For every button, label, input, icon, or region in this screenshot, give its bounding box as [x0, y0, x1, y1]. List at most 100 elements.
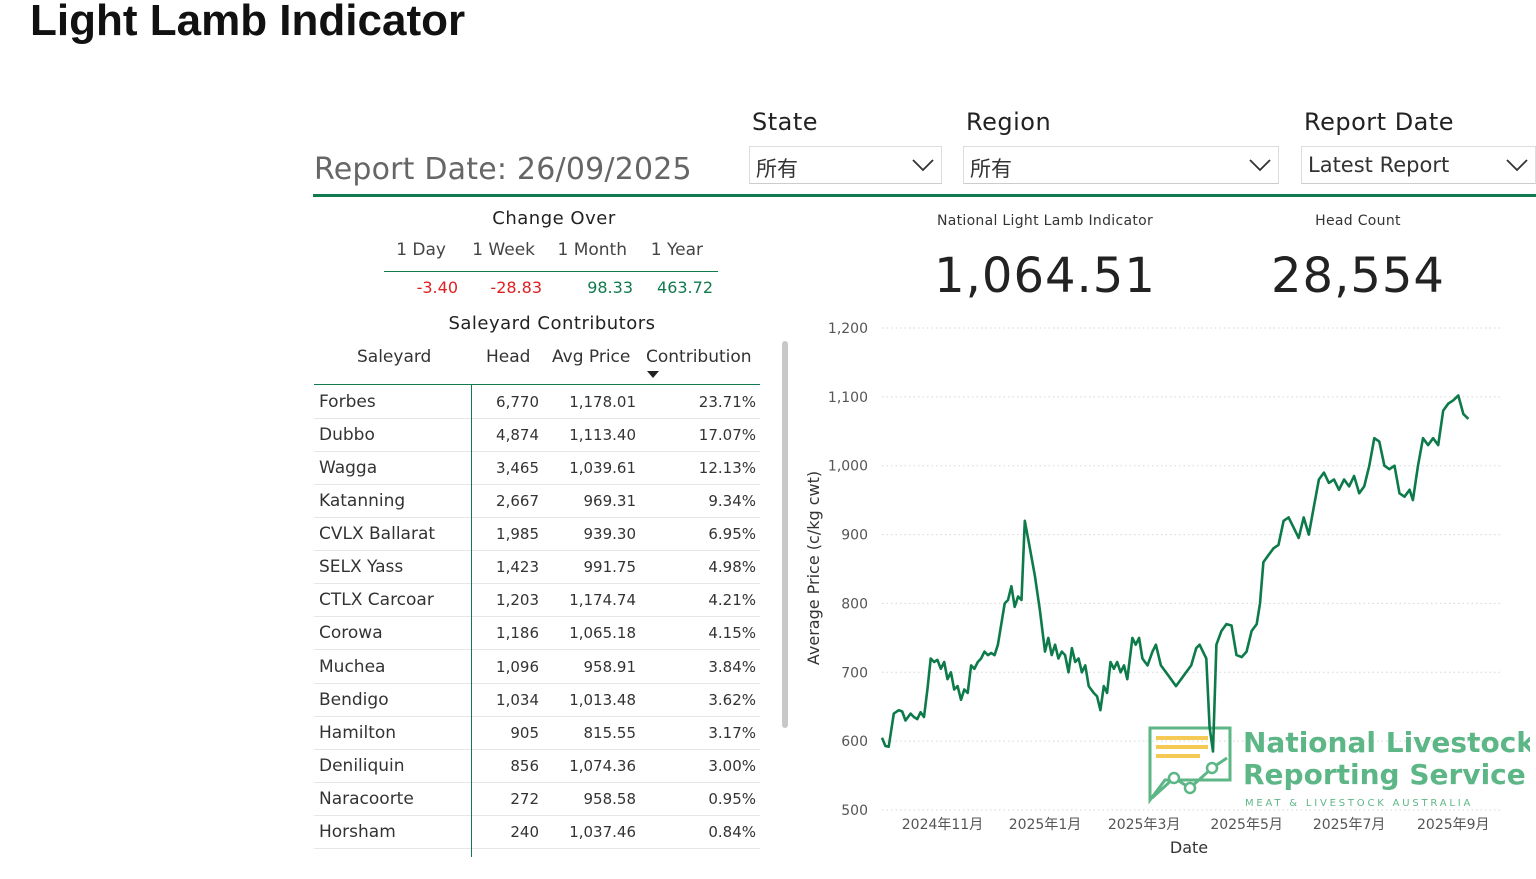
column-header-avg-price[interactable]: Avg Price: [552, 347, 631, 367]
cell-contribution: 17.07%: [698, 426, 756, 444]
cell-saleyard: Forbes: [319, 392, 376, 412]
saleyard-table-title: Saleyard Contributors: [448, 313, 656, 334]
region-dropdown[interactable]: 所有: [963, 146, 1279, 184]
cell-contribution: 3.84%: [708, 658, 756, 676]
cell-head: 240: [510, 823, 539, 841]
change-header-1-year: 1 Year: [650, 240, 703, 260]
change-over-title: Change Over: [492, 208, 616, 229]
chevron-down-icon: [1249, 159, 1271, 172]
chart-report-icon: [1148, 726, 1232, 805]
table-row[interactable]: Horsham 240 1,037.46 0.84%: [314, 815, 760, 849]
cell-head: 905: [510, 724, 539, 742]
y-tick-label: 1,200: [828, 321, 868, 337]
report-date-filter-label: Report Date: [1304, 108, 1455, 136]
table-scrollbar[interactable]: [782, 341, 788, 728]
cell-saleyard: Muchea: [319, 657, 386, 677]
cell-saleyard: Wagga: [319, 458, 378, 478]
report-date-dropdown-value: Latest Report: [1308, 153, 1450, 177]
table-row[interactable]: Muchea 1,096 958.91 3.84%: [314, 650, 760, 684]
y-axis-ticks: 500 600 700 800 900 1,000 1,100 1,200: [828, 321, 868, 819]
cell-saleyard: Dubbo: [319, 425, 375, 445]
y-axis-label: Average Price (c/kg cwt): [804, 471, 823, 665]
cell-contribution: 9.34%: [708, 492, 756, 510]
column-header-head[interactable]: Head: [486, 347, 531, 367]
cell-saleyard: Corowa: [319, 623, 383, 643]
y-tick-label: 1,100: [828, 390, 868, 406]
y-tick-label: 500: [841, 803, 868, 819]
cell-contribution: 0.84%: [708, 823, 756, 841]
cell-contribution: 23.71%: [698, 393, 756, 411]
x-axis-ticks: 2024年11月 2025年1月 2025年3月 2025年5月 2025年7月 2025…: [902, 817, 1490, 833]
y-tick-label: 1,000: [828, 459, 868, 475]
change-value-1-year: 463.72: [657, 278, 713, 297]
cell-head: 2,667: [496, 492, 539, 510]
table-row[interactable]: Dubbo 4,874 1,113.40 17.07%: [314, 418, 760, 452]
report-date-dropdown[interactable]: Latest Report: [1301, 146, 1536, 184]
y-tick-label: 800: [841, 596, 868, 612]
table-row[interactable]: Bendigo 1,034 1,013.48 3.62%: [314, 683, 760, 717]
x-tick-label: 2024年11月: [902, 817, 983, 833]
table-row[interactable]: CTLX Carcoar 1,203 1,174.74 4.21%: [314, 583, 760, 617]
cell-saleyard: SELX Yass: [319, 557, 404, 577]
nlrs-logo: National Livestock Reporting Service MEA…: [1148, 726, 1530, 809]
cell-avg-price: 1,065.18: [569, 624, 636, 642]
table-row[interactable]: Katanning 2,667 969.31 9.34%: [314, 484, 760, 518]
cell-head: 856: [510, 757, 539, 775]
x-tick-label: 2025年3月: [1108, 817, 1181, 833]
table-row[interactable]: SELX Yass 1,423 991.75 4.98%: [314, 550, 760, 584]
cell-head: 3,465: [496, 459, 539, 477]
cell-avg-price: 1,074.36: [569, 757, 636, 775]
cell-avg-price: 1,178.01: [569, 393, 636, 411]
page-title: Light Lamb Indicator: [30, 0, 466, 45]
change-value-1-day: -3.40: [416, 278, 458, 297]
cell-saleyard: CTLX Carcoar: [319, 590, 434, 610]
logo-line-2: Reporting Service: [1243, 758, 1526, 791]
cell-head: 1,096: [496, 658, 539, 676]
cell-saleyard: Horsham: [319, 822, 396, 842]
cell-contribution: 3.62%: [708, 691, 756, 709]
cell-avg-price: 1,037.46: [569, 823, 636, 841]
column-header-saleyard[interactable]: Saleyard: [357, 347, 432, 367]
cell-head: 272: [510, 790, 539, 808]
indicator-kpi-value: 1,064.51: [934, 248, 1156, 304]
y-tick-label: 900: [841, 528, 868, 544]
table-row[interactable]: Forbes 6,770 1,178.01 23.71%: [314, 385, 760, 419]
cell-avg-price: 1,039.61: [569, 459, 636, 477]
logo-tagline: MEAT & LIVESTOCK AUSTRALIA: [1245, 798, 1473, 809]
cell-avg-price: 815.55: [583, 724, 637, 742]
cell-avg-price: 991.75: [583, 558, 637, 576]
cell-head: 6,770: [496, 393, 539, 411]
cell-head: 1,034: [496, 691, 539, 709]
table-row[interactable]: Deniliquin 856 1,074.36 3.00%: [314, 749, 760, 783]
region-dropdown-value: 所有: [970, 157, 1012, 181]
change-header-1-month: 1 Month: [557, 240, 627, 260]
cell-head: 1,423: [496, 558, 539, 576]
head-count-kpi-label: Head Count: [1315, 213, 1401, 229]
state-dropdown[interactable]: 所有: [749, 146, 942, 184]
cell-contribution: 6.95%: [708, 525, 756, 543]
state-dropdown-value: 所有: [756, 157, 798, 181]
table-row[interactable]: Naracoorte 272 958.58 0.95%: [314, 782, 760, 816]
sort-descending-icon: [647, 371, 659, 378]
cell-avg-price: 958.91: [583, 658, 637, 676]
indicator-kpi-label: National Light Lamb Indicator: [936, 213, 1154, 229]
change-value-1-week: -28.83: [490, 278, 542, 297]
x-axis-label: Date: [1170, 838, 1208, 857]
table-row[interactable]: Hamilton 905 815.55 3.17%: [314, 716, 760, 750]
y-tick-label: 700: [841, 665, 868, 681]
price-series-line: [880, 394, 1470, 753]
report-date-display: Report Date: 26/09/2025: [314, 152, 692, 187]
head-count-kpi-value: 28,554: [1271, 248, 1445, 304]
table-row[interactable]: Corowa 1,186 1,065.18 4.15%: [314, 616, 760, 650]
cell-avg-price: 969.31: [583, 492, 637, 510]
column-header-contribution[interactable]: Contribution: [646, 347, 752, 367]
cell-contribution: 12.13%: [698, 459, 756, 477]
x-tick-label: 2025年9月: [1417, 817, 1490, 833]
state-filter-label: State: [752, 108, 819, 136]
table-row[interactable]: Wagga 3,465 1,039.61 12.13%: [314, 451, 760, 485]
cell-contribution: 4.98%: [708, 558, 756, 576]
change-header-1-day: 1 Day: [396, 240, 446, 260]
cell-saleyard: Deniliquin: [319, 756, 405, 776]
table-row[interactable]: CVLX Ballarat 1,985 939.30 6.95%: [314, 517, 760, 551]
